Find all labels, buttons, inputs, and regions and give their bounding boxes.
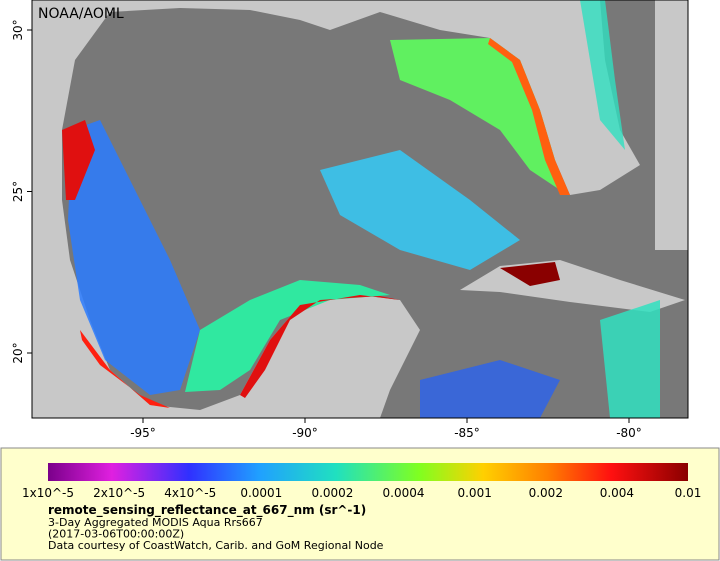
lon-label: -85° (454, 426, 480, 440)
legend-line: 3-Day Aggregated MODIS Aqua Rrs667 (48, 516, 263, 529)
map-frame (31, 0, 689, 419)
colorbar-label: 0.0002 (311, 486, 353, 500)
sediment-bloom (488, 38, 570, 195)
legend-line: Data courtesy of CoastWatch, Carib. and … (48, 539, 384, 552)
sediment-bloom (320, 150, 520, 270)
lat-label: 25° (11, 181, 25, 202)
lat-axis: 30° 25° 20° (11, 19, 32, 364)
sediment-bloom (62, 120, 95, 200)
sediment-bloom (580, 0, 625, 150)
sediment-bloom (600, 300, 660, 418)
sediment-bloom (500, 262, 560, 286)
colorbar-ticks: 1x10^-5 2x10^-5 4x10^-5 0.0001 0.0002 0.0004 0… (22, 486, 701, 500)
lon-label: -90° (292, 426, 318, 440)
land (32, 0, 640, 418)
sediment-bloom (185, 280, 390, 392)
colorbar-label: 0.001 (457, 486, 491, 500)
credit: NOAA/AOML (38, 6, 124, 22)
colorbar-label: 0.004 (600, 486, 634, 500)
sediment-bloom (240, 295, 400, 398)
colorbar-label: 0.0001 (240, 486, 282, 500)
map (32, 0, 688, 418)
lat-label: 20° (11, 342, 25, 363)
lon-label: -95° (130, 426, 156, 440)
colorbar-label: 2x10^-5 (93, 486, 145, 500)
legend-line: (2017-03-06T00:00:00Z) (48, 528, 184, 541)
land (655, 0, 688, 250)
colorbar-label: 0.0004 (383, 486, 425, 500)
sediment-bloom (68, 120, 200, 395)
sediment-bloom (420, 360, 560, 418)
colorbar (48, 463, 688, 481)
lon-label: -80° (616, 426, 642, 440)
colorbar-label: 0.01 (675, 486, 702, 500)
lon-axis: -95° -90° -85° -80° (130, 418, 642, 440)
legend-lines: 3-Day Aggregated MODIS Aqua Rrs667(2017-… (48, 516, 384, 552)
colorbar-label: 1x10^-5 (22, 486, 74, 500)
variable-name: remote_sensing_reflectance_at_667_nm (sr… (48, 503, 366, 518)
colorbar-label: 0.002 (529, 486, 563, 500)
lat-label: 30° (11, 19, 25, 40)
sediment-bloom (390, 38, 560, 190)
colorbar-label: 4x10^-5 (164, 486, 216, 500)
